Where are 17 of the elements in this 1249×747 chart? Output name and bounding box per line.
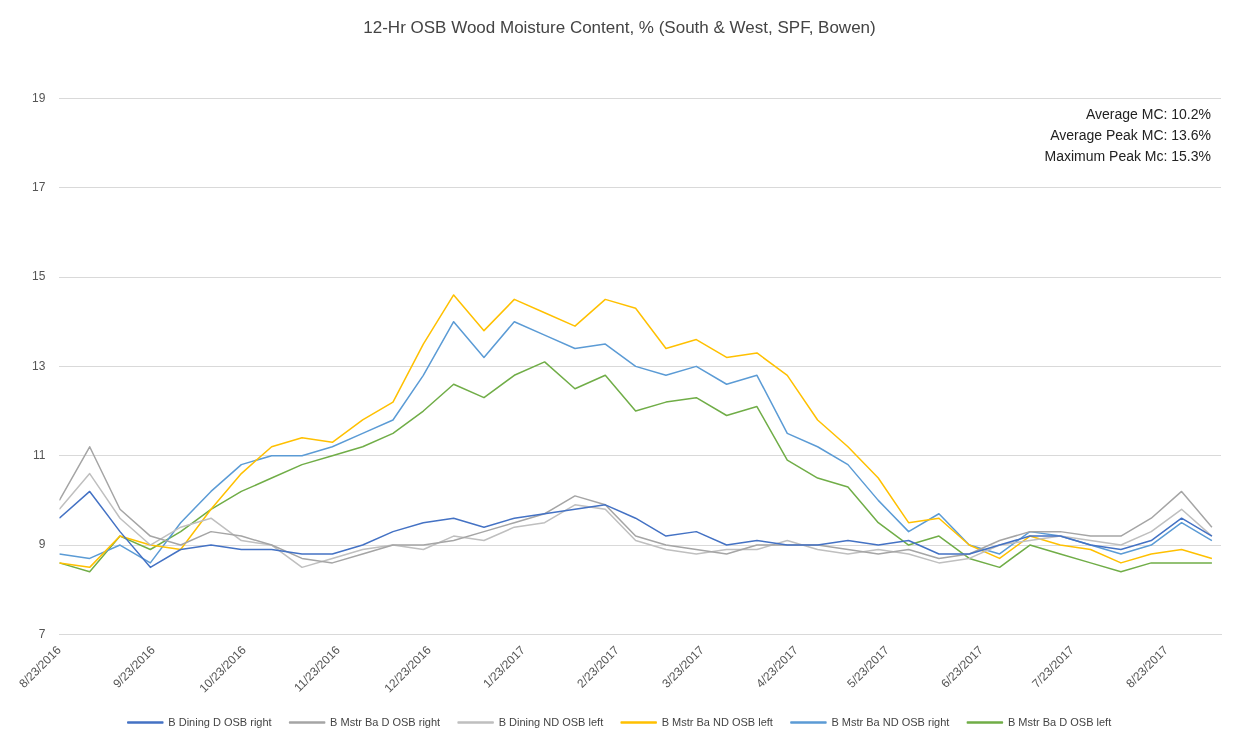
y-tick-label: 9 <box>38 537 46 552</box>
legend-label: B Mstr Ba ND OSB left <box>661 715 773 728</box>
annotation: Average Peak MC: 13.6% <box>1050 127 1211 144</box>
legend-label: B Mstr Ba D OSB right <box>330 715 441 728</box>
legend-label: B Mstr Ba D OSB left <box>1007 715 1112 728</box>
legend-label: B Mstr Ba ND OSB right <box>831 715 950 728</box>
annotation: Average MC: 10.2% <box>1085 106 1211 123</box>
y-tick-label: 15 <box>31 269 46 284</box>
y-tick-label: 7 <box>38 626 46 641</box>
y-tick-label: 13 <box>31 358 46 373</box>
y-tick-label: 17 <box>31 180 46 195</box>
annotation: Maximum Peak Mc: 15.3% <box>1044 148 1211 165</box>
legend-label: B Dining D OSB right <box>168 715 272 728</box>
y-tick-label: 11 <box>32 448 46 463</box>
legend-label: B Dining ND OSB left <box>498 715 604 728</box>
chart-title: 12-Hr OSB Wood Moisture Content, % (South & West, SPF, Bowen) <box>363 17 876 37</box>
y-tick-label: 19 <box>31 90 46 105</box>
